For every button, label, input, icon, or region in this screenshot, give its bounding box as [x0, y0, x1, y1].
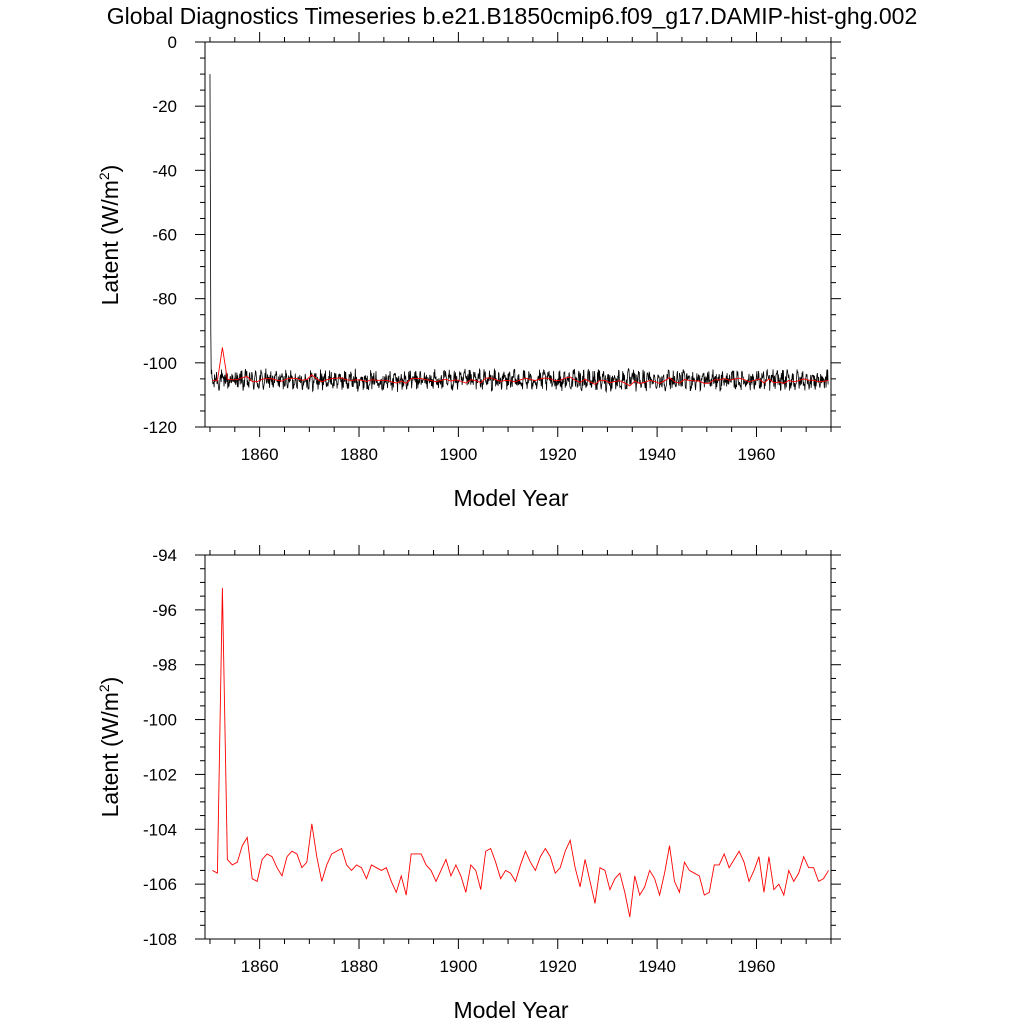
panel-top-xlabel: Model Year: [453, 485, 568, 511]
panel-top: 1860 1880 1900 1920 1940 1960 0 -20 -40 -60 -80 -10…: [96, 32, 841, 511]
panel-top-series: [209, 74, 829, 394]
panel-top-ylabel-close: ): [97, 165, 123, 173]
panel-top-ytick-label: -100: [143, 354, 177, 373]
panel-bottom-ylabel-sup: 2: [96, 684, 112, 692]
panel-top-ylabel-sup: 2: [96, 172, 112, 180]
panel-top-xtick-label: 1920: [539, 445, 577, 464]
panel-bottom-ytick-label: -106: [143, 875, 177, 894]
panel-top-ylabel: Latent (W/m2): [96, 165, 123, 306]
panel-top-xtick-label: 1860: [241, 445, 279, 464]
panel-top-ytick-label: -80: [152, 290, 177, 309]
panel-top-ytick-label: -120: [143, 418, 177, 437]
panel-top-ticks: 1860 1880 1900 1920 1940 1960 0 -20 -40 -60 -80 -10…: [143, 32, 841, 464]
panel-top-xtick-label: 1900: [439, 445, 477, 464]
panel-bottom-ytick-label: -102: [143, 765, 177, 784]
panel-top-ylabel-main: Latent (W/m: [97, 180, 123, 305]
panel-bottom-ytick-label: -100: [143, 711, 177, 730]
panel-bottom-xtick-label: 1960: [738, 957, 776, 976]
panel-bottom-ytick-label: -108: [143, 930, 177, 949]
panel-bottom-xtick-label: 1900: [439, 957, 477, 976]
panel-bottom-frame: [204, 554, 832, 940]
panel-top-series-annual: [212, 347, 829, 387]
panel-bottom-xtick-label: 1940: [638, 957, 676, 976]
panel-bottom-ylabel: Latent (W/m2): [96, 677, 123, 818]
figure-title: Global Diagnostics Timeseries b.e21.B185…: [107, 3, 918, 29]
panel-bottom-xtick-label: 1920: [539, 957, 577, 976]
panel-top-ytick-label: -20: [152, 97, 177, 116]
panel-bottom-xlabel: Model Year: [453, 997, 568, 1023]
panel-top-series-monthly: [209, 74, 829, 394]
panel-top-ytick-label: -60: [152, 226, 177, 245]
panel-bottom-ytick-label: -104: [143, 820, 177, 839]
panel-bottom-xtick-label: 1880: [340, 957, 378, 976]
panel-bottom-ytick-label: -98: [152, 656, 177, 675]
panel-bottom-ytick-label: -96: [152, 601, 177, 620]
panel-bottom-xtick-label: 1860: [241, 957, 279, 976]
panel-top-frame: [204, 41, 832, 428]
panel-bottom-ticks: 1860 1880 1900 1920 1940 1960 -94 -96 -98 -100 -10…: [143, 545, 841, 976]
panel-top-ytick-label: 0: [168, 33, 177, 52]
panel-bottom-series-annual: [212, 587, 829, 918]
panel-bottom: 1860 1880 1900 1920 1940 1960 -94 -96 -98 -100 -10…: [96, 545, 841, 1023]
panel-bottom-ylabel-main: Latent (W/m: [97, 692, 123, 817]
panel-bottom-series: [212, 587, 829, 918]
panel-bottom-ytick-label: -94: [152, 546, 177, 565]
panel-top-xtick-label: 1960: [738, 445, 776, 464]
panel-bottom-ylabel-close: ): [97, 677, 123, 685]
panel-top-xtick-label: 1940: [638, 445, 676, 464]
panel-top-xtick-label: 1880: [340, 445, 378, 464]
panel-top-ytick-label: -40: [152, 161, 177, 180]
